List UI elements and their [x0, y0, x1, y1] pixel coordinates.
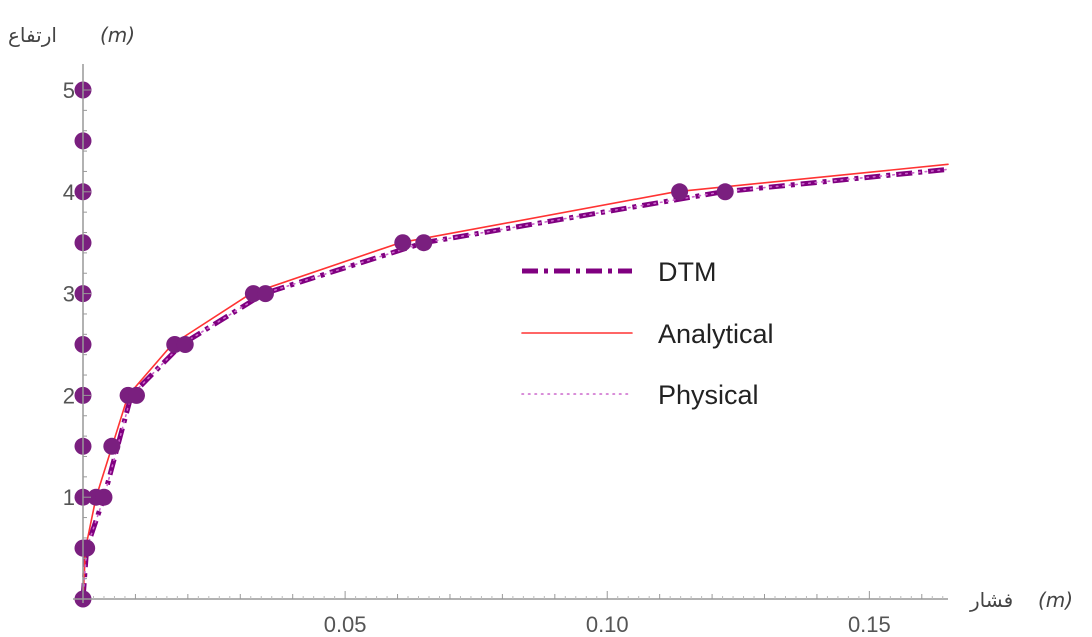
data-point-marker [127, 386, 145, 404]
x-tick-label: 0.15 [848, 612, 891, 637]
legend-label-analytical: Analytical [658, 319, 774, 349]
y-tick-label: 2 [63, 383, 75, 408]
y-axis-title-unit: (m) [100, 23, 135, 47]
series-line-analytical [82, 163, 949, 600]
data-point-marker [78, 539, 96, 557]
legend-label-physical: Physical [658, 380, 759, 410]
x-axis-title-unit: (m) [1038, 588, 1073, 612]
ticks-layer: 0.05 0.10 0.15 1 2 3 4 5 [63, 78, 944, 637]
y-tick-label: 3 [63, 282, 75, 307]
y-tick-label: 5 [63, 78, 75, 103]
series-line-dtm [80, 166, 949, 600]
series-layer [80, 163, 949, 600]
legend-label-dtm: DTM [658, 257, 716, 287]
data-point-marker [716, 183, 734, 201]
markers-layer [74, 81, 734, 608]
y-tick-label: 4 [63, 180, 75, 205]
data-point-marker [256, 285, 274, 303]
y-tick-label: 1 [63, 485, 75, 510]
x-tick-label: 0.05 [324, 612, 367, 637]
data-point-marker [103, 437, 121, 455]
data-point-marker [176, 336, 194, 353]
data-point-marker [415, 234, 433, 252]
data-point-marker [95, 488, 113, 506]
data-point-marker [394, 234, 412, 252]
y-axis-title-text: ارتفاع [8, 23, 57, 47]
data-point-marker [671, 183, 689, 201]
x-axis-title-text: فشار [969, 588, 1013, 612]
series-line-physical [82, 168, 949, 600]
axes-layer [73, 64, 948, 603]
x-tick-label: 0.10 [586, 612, 629, 637]
data-point-marker [244, 285, 262, 303]
legend: DTM Analytical Physical [521, 257, 774, 410]
